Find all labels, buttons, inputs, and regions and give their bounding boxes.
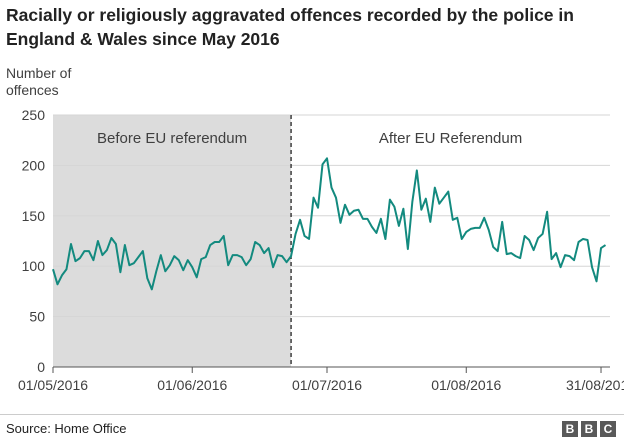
x-axis-ticks [52, 367, 602, 373]
logo-letter: B [581, 421, 597, 437]
region-label-before: Before EU referendum [97, 130, 247, 147]
y-axis-title-line-1: Number of [6, 65, 71, 81]
y-tick-label: 100 [22, 258, 46, 274]
chart-title: Racially or religiously aggravated offen… [6, 5, 574, 49]
y-axis-title: Number of offences [6, 65, 75, 98]
x-tick-label: 01/05/2016 [18, 377, 88, 393]
region-label-after: After EU Referendum [379, 130, 522, 147]
y-tick-label: 250 [22, 107, 46, 123]
before-referendum-shade [53, 115, 292, 367]
x-axis-labels: 01/05/2016 01/06/2016 01/07/2016 01/08/2016… [18, 377, 624, 393]
y-tick-label: 150 [22, 208, 46, 224]
y-tick-label: 50 [29, 309, 45, 325]
x-tick-label: 01/06/2016 [157, 377, 227, 393]
x-tick-label: 31/08/2016 [566, 377, 624, 393]
y-tick-label: 0 [37, 359, 45, 375]
logo-letter: B [562, 421, 578, 437]
series-line [52, 157, 607, 291]
x-tick-label: 01/08/2016 [431, 377, 501, 393]
y-tick-label: 200 [22, 157, 46, 173]
logo-letter: C [600, 421, 616, 437]
x-tick-label: 01/07/2016 [292, 377, 362, 393]
footer-divider [0, 414, 624, 415]
y-axis-labels: 0 50 100 150 200 250 [22, 107, 46, 375]
y-axis-title-line-2: offences [6, 82, 59, 98]
bbc-logo: B B C [562, 421, 616, 437]
source-note: Source: Home Office [6, 421, 127, 436]
